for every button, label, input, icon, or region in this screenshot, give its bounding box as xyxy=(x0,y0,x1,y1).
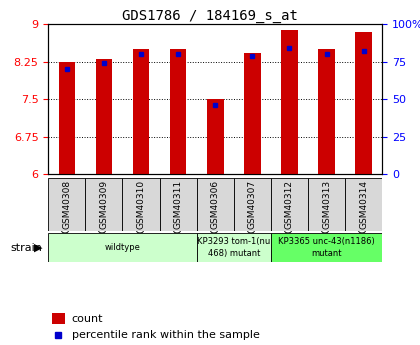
Text: GSM40314: GSM40314 xyxy=(359,180,368,229)
Bar xyxy=(271,178,308,231)
Text: GSM40307: GSM40307 xyxy=(248,180,257,229)
Text: GDS1786 / 184169_s_at: GDS1786 / 184169_s_at xyxy=(122,9,298,23)
Bar xyxy=(345,178,382,231)
Bar xyxy=(52,313,65,324)
Bar xyxy=(85,178,123,231)
Bar xyxy=(207,99,223,174)
Text: wildtype: wildtype xyxy=(105,243,140,252)
Bar xyxy=(170,49,186,174)
Bar xyxy=(244,53,261,174)
Text: GSM40312: GSM40312 xyxy=(285,180,294,229)
Text: percentile rank within the sample: percentile rank within the sample xyxy=(72,330,260,340)
Bar xyxy=(48,233,197,262)
Bar xyxy=(123,178,160,231)
Bar xyxy=(197,233,271,262)
Text: GSM40313: GSM40313 xyxy=(322,180,331,229)
Bar xyxy=(355,32,372,174)
Bar xyxy=(197,178,234,231)
Text: GSM40310: GSM40310 xyxy=(136,180,146,229)
Text: GSM40308: GSM40308 xyxy=(62,180,71,229)
Bar xyxy=(308,178,345,231)
Bar xyxy=(58,62,75,174)
Text: GSM40311: GSM40311 xyxy=(173,180,183,229)
Bar xyxy=(133,49,150,174)
Bar xyxy=(318,49,335,174)
Bar xyxy=(96,59,112,174)
Bar xyxy=(271,233,382,262)
Text: KP3365 unc-43(n1186)
mutant: KP3365 unc-43(n1186) mutant xyxy=(278,237,375,258)
Bar xyxy=(160,178,197,231)
Text: ▶: ▶ xyxy=(34,243,42,253)
Bar xyxy=(234,178,271,231)
Text: GSM40309: GSM40309 xyxy=(100,180,108,229)
Text: count: count xyxy=(72,314,103,324)
Bar xyxy=(281,30,298,174)
Bar xyxy=(48,178,85,231)
Text: GSM40306: GSM40306 xyxy=(211,180,220,229)
Text: KP3293 tom-1(nu
468) mutant: KP3293 tom-1(nu 468) mutant xyxy=(197,237,270,258)
Text: strain: strain xyxy=(10,243,42,253)
